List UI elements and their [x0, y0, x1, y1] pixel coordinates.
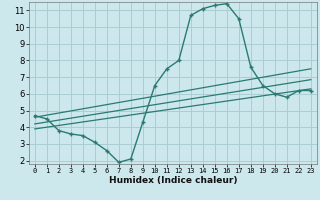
X-axis label: Humidex (Indice chaleur): Humidex (Indice chaleur) — [108, 176, 237, 185]
